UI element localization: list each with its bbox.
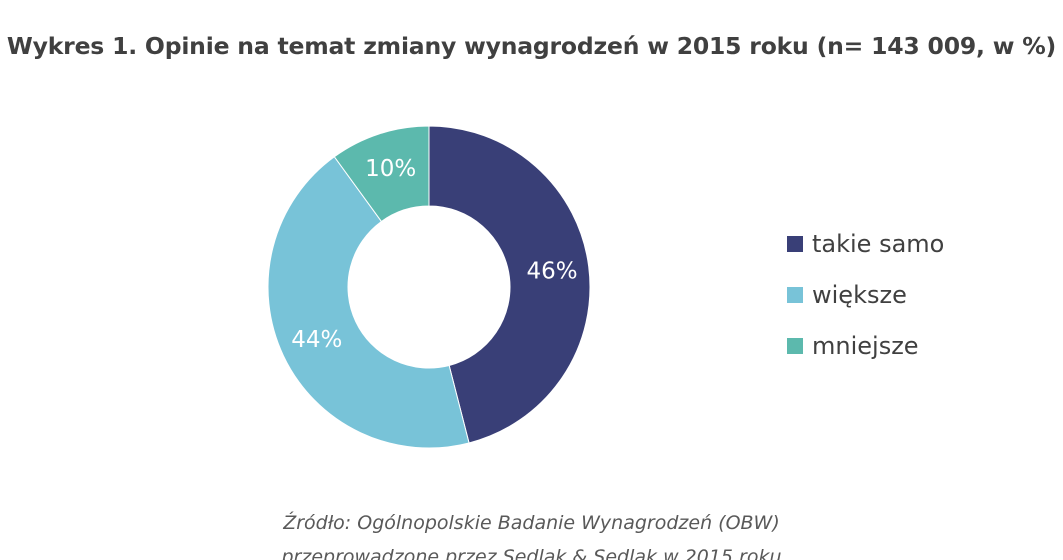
slice-data-label-2: 44%	[291, 327, 342, 353]
legend-item-takie-samo: takie samo	[787, 218, 944, 269]
legend-label: większe	[812, 280, 907, 309]
slice-data-label-3: 10%	[365, 156, 416, 182]
legend-label: mniejsze	[812, 331, 919, 360]
donut-slice-3	[333, 125, 430, 223]
legend-swatch	[787, 235, 803, 252]
legend-item-mniejsze: mniejsze	[787, 320, 944, 371]
source-note-line-1: Źródło: Ogólnopolskie Badanie Wynagrodze…	[283, 512, 780, 534]
donut-slices	[267, 125, 591, 449]
source-note-line-2: przeprowadzone przez Sedlak & Sedlak w 2…	[281, 546, 782, 560]
donut-slice-2	[267, 156, 470, 449]
donut-slice-labels: 46% 44% 10%	[291, 156, 577, 353]
legend-item-wieksze: większe	[787, 269, 944, 320]
slice-data-label-1: 46%	[526, 258, 577, 284]
legend-label: takie samo	[812, 229, 945, 258]
chart-legend: takie samo większe mniejsze	[787, 218, 944, 371]
donut-slice-1	[428, 125, 591, 444]
legend-swatch	[787, 337, 803, 354]
legend-swatch	[787, 286, 803, 303]
chart-title: Wykres 1. Opinie na temat zmiany wynagro…	[6, 32, 1057, 60]
